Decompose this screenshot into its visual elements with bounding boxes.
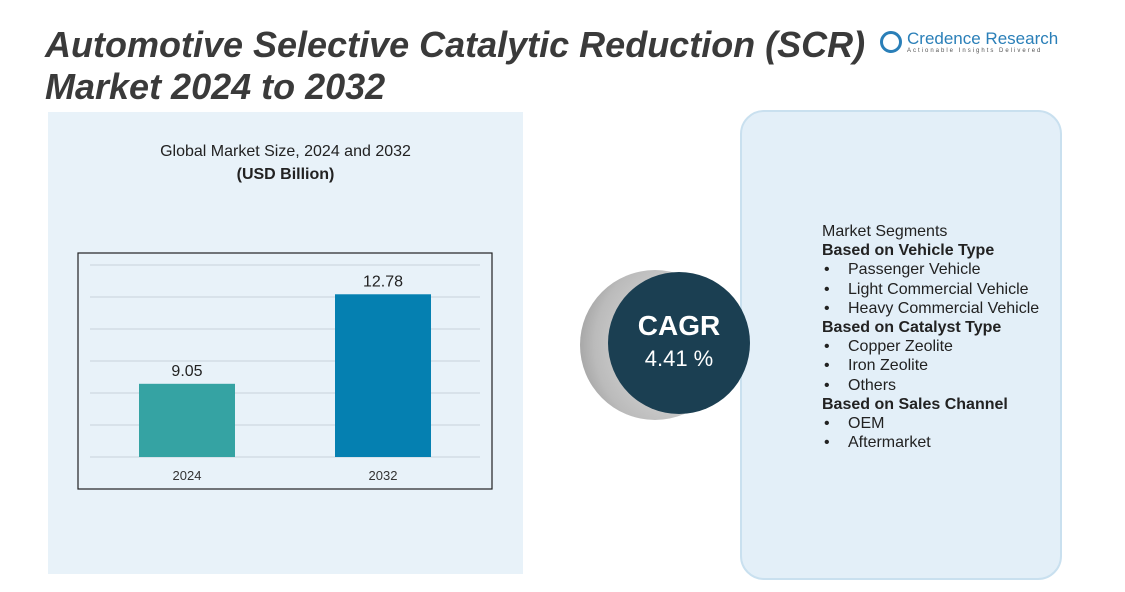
- cagr-badge: CAGR 4.41 %: [608, 272, 750, 414]
- segment-group-title: Based on Vehicle Type: [822, 242, 995, 260]
- segments-heading: Market Segments: [822, 223, 948, 240]
- logo-icon: [880, 31, 902, 53]
- data-label: 12.78: [363, 273, 403, 290]
- chart-frame: [77, 252, 493, 490]
- x-tick-label: 2032: [369, 468, 398, 483]
- logo-tagline: Actionable Insights Delivered: [907, 48, 1043, 54]
- segment-item: Copper Zeolite: [822, 337, 1048, 356]
- segment-item: OEM: [822, 414, 1048, 433]
- logo: Credence Research Actionable Insights De…: [880, 30, 1058, 54]
- logo-name: Credence Research: [907, 29, 1059, 48]
- bar-2024: [139, 383, 235, 457]
- segment-item: Heavy Commercial Vehicle: [822, 299, 1048, 318]
- segment-item: Iron Zeolite: [822, 356, 1048, 375]
- segment-group-title: Based on Sales Channel: [822, 395, 1008, 413]
- segment-item: Aftermarket: [822, 433, 1048, 452]
- cagr-label: CAGR: [637, 310, 721, 341]
- chart-panel: [48, 112, 523, 574]
- segment-group-title: Based on Catalyst Type: [822, 319, 1002, 337]
- page-title: Automotive Selective Catalytic Reduction…: [45, 24, 866, 107]
- x-tick-label: 2024: [173, 468, 202, 483]
- segment-item: Passenger Vehicle: [822, 260, 1048, 279]
- bar-2032: [335, 294, 431, 457]
- segment-item: Others: [822, 376, 1048, 395]
- cagr-value: 4.41 %: [644, 346, 714, 371]
- segment-item: Light Commercial Vehicle: [822, 280, 1048, 299]
- market-segments: Market Segments Based on Vehicle TypePas…: [822, 222, 1048, 453]
- data-label: 9.05: [171, 363, 202, 380]
- chart-title: Global Market Size, 2024 and 2032: [160, 143, 411, 160]
- chart-subtitle: (USD Billion): [236, 166, 335, 183]
